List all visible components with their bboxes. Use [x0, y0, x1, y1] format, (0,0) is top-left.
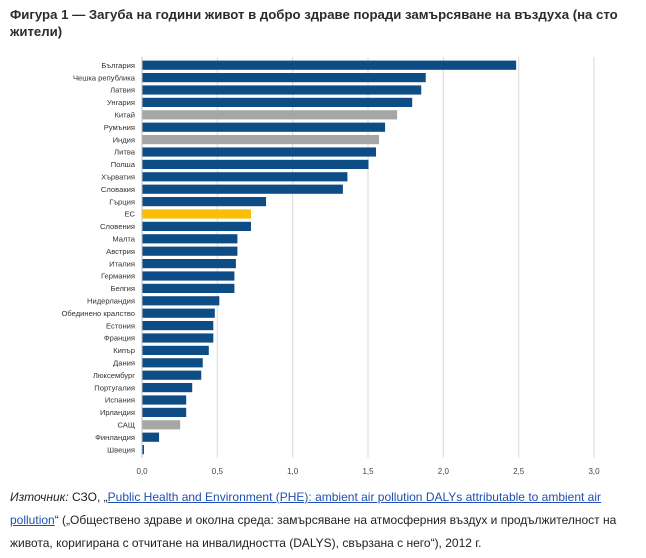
category-label: Словения [100, 222, 135, 231]
category-label: Австрия [106, 247, 135, 256]
category-label: Хърватия [101, 173, 135, 182]
bar-29 [142, 407, 187, 417]
bar-2 [142, 73, 426, 83]
category-label: Естония [106, 321, 135, 330]
category-label: Литва [114, 148, 136, 157]
bar-30 [142, 420, 181, 430]
bar-27 [142, 383, 193, 393]
bar-31 [142, 432, 160, 442]
category-label: Индия [113, 135, 135, 144]
bar-10 [142, 172, 348, 182]
category-label: Нидерландия [87, 297, 135, 306]
bar-8 [142, 147, 377, 157]
category-label: Китай [114, 111, 135, 120]
category-label: Португалия [94, 383, 135, 392]
bar-23 [142, 333, 214, 343]
category-label: Кипър [113, 346, 135, 355]
category-label: Чешка република [73, 73, 136, 82]
x-tick-label: 1,0 [287, 467, 299, 476]
page-title: Фигура 1 — Загуба на години живот в добр… [10, 7, 618, 39]
category-label: Малта [112, 235, 135, 244]
bar-1 [142, 60, 517, 70]
category-label: Латвия [110, 86, 135, 95]
bar-21 [142, 308, 215, 318]
source-org: СЗО, [72, 490, 101, 504]
category-labels: България Чешка република Латвия Унгария Кита… [62, 61, 136, 454]
bar-13 [142, 209, 251, 219]
bar-15 [142, 234, 238, 244]
category-label: Германия [101, 272, 135, 281]
source-link[interactable]: Public Health and Environment (PHE): amb… [10, 490, 602, 527]
source-label: Източник: [10, 490, 69, 504]
bar-6 [142, 122, 386, 132]
category-label: Румъния [104, 123, 135, 132]
source-note: Източник: СЗО, „Public Health and Enviro… [10, 486, 630, 555]
source-open-quote: „ [103, 490, 108, 504]
category-label: Финландия [95, 433, 135, 442]
bar-28 [142, 395, 187, 405]
bar-14 [142, 221, 251, 231]
category-label: САЩ [117, 421, 135, 430]
bar-22 [142, 321, 214, 331]
x-tick-label: 2,0 [438, 467, 450, 476]
x-tick-label: 0,0 [136, 467, 148, 476]
category-label: Полша [111, 160, 136, 169]
bar-19 [142, 283, 235, 293]
category-label: Франция [104, 334, 135, 343]
bar-32 [142, 445, 145, 455]
bar-3 [142, 85, 422, 95]
bar-18 [142, 271, 235, 281]
bar-24 [142, 345, 209, 355]
bar-16 [142, 246, 238, 256]
bar-25 [142, 358, 203, 368]
x-tick-label: 0,5 [212, 467, 224, 476]
bar-26 [142, 370, 202, 380]
category-label: Дания [113, 359, 135, 368]
category-label: Унгария [107, 98, 135, 107]
x-tick-label: 1,5 [362, 467, 374, 476]
category-label: ЕС [124, 210, 135, 219]
bars [142, 60, 517, 455]
category-label: Ирландия [100, 408, 135, 417]
category-label: България [101, 61, 135, 70]
category-label: Швеция [107, 445, 135, 454]
x-tick-label: 2,5 [513, 467, 525, 476]
bar-11 [142, 184, 343, 194]
category-label: Гърция [109, 197, 135, 206]
category-label: Белгия [110, 284, 135, 293]
category-label: Обединено кралство [62, 309, 136, 318]
bar-chart: България Чешка република Латвия Унгария Кита… [62, 57, 600, 476]
bar-9 [142, 159, 369, 169]
category-label: Испания [105, 396, 135, 405]
x-axis-ticks: 0,0 0,5 1,0 1,5 2,0 2,5 3,0 [136, 467, 600, 476]
category-label: Словакия [101, 185, 135, 194]
source-close-quote: “ [54, 513, 59, 527]
category-label: Люксембург [93, 371, 135, 380]
bar-17 [142, 259, 236, 269]
bar-4 [142, 97, 413, 107]
bar-20 [142, 296, 220, 306]
bar-7 [142, 135, 380, 145]
bar-12 [142, 197, 267, 207]
bar-5 [142, 110, 398, 120]
category-label: Италия [109, 259, 135, 268]
x-tick-label: 3,0 [588, 467, 600, 476]
source-description: („Обществено здраве и околна среда: замъ… [10, 513, 617, 550]
